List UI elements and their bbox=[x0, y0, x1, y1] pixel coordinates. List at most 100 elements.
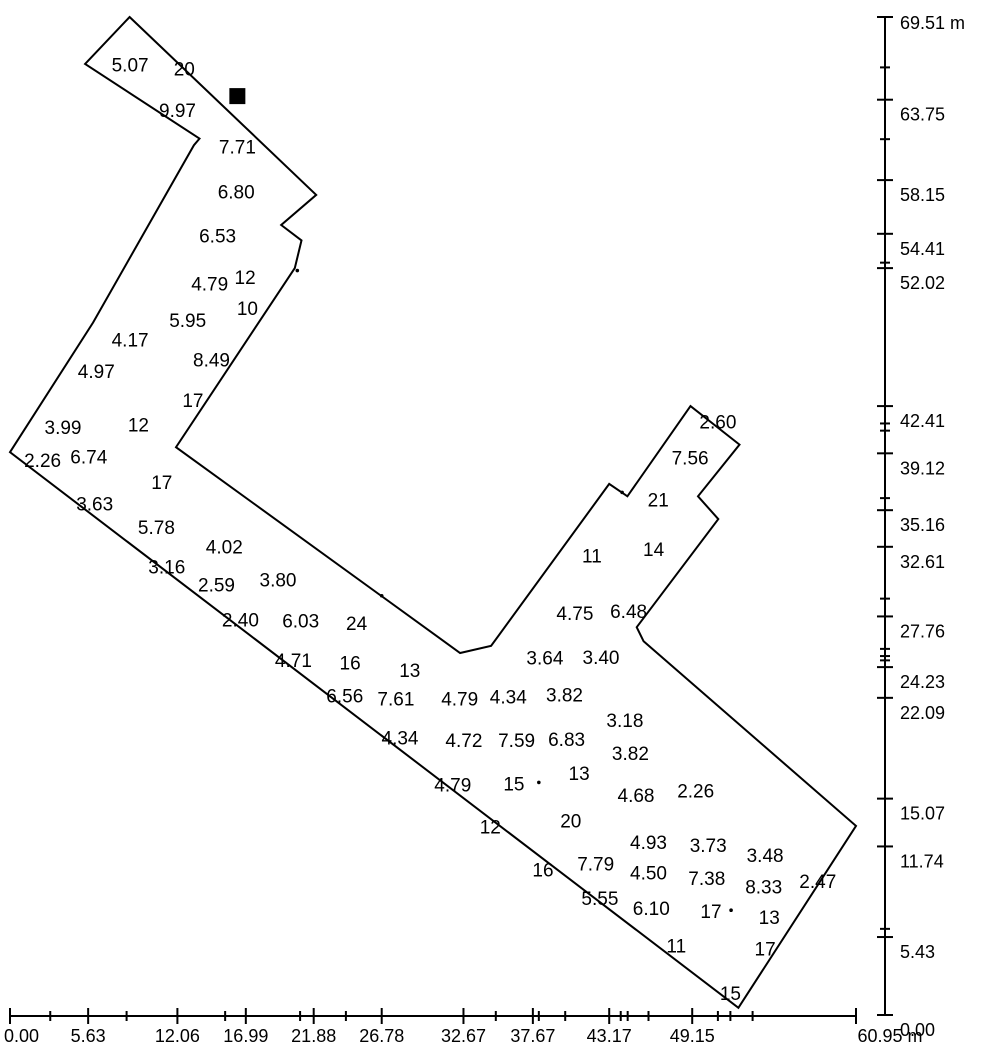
measurement-value: 12 bbox=[235, 268, 256, 289]
building-outline-layer bbox=[8, 15, 858, 1010]
measurement-value: 24 bbox=[346, 614, 368, 635]
measurement-value: 4.93 bbox=[630, 833, 667, 854]
measurement-value: 3.40 bbox=[583, 648, 620, 669]
measurement-value: 4.79 bbox=[191, 275, 228, 296]
measurement-value: 20 bbox=[560, 812, 581, 833]
measurement-value: 2.26 bbox=[24, 451, 61, 472]
measurement-value: 10 bbox=[237, 299, 258, 320]
survey-point-dot bbox=[620, 490, 624, 495]
measurement-value: 6.53 bbox=[199, 227, 236, 248]
measurement-value: 3.16 bbox=[148, 558, 185, 579]
x-axis-tick-label: 12.06 bbox=[155, 1026, 200, 1046]
y-axis-scale: 69.51 m 63.75 58.15 54.41 52.02 42.41 39.12 35.… bbox=[877, 13, 965, 1040]
x-axis-tick-label: 16.99 bbox=[223, 1026, 268, 1046]
y-axis-tick-label: 63.75 bbox=[900, 105, 945, 125]
x-axis-tick-label: 21.88 bbox=[291, 1026, 336, 1046]
measurement-value: 2.60 bbox=[699, 413, 736, 434]
x-axis-scale: 0.00 5.63 12.06 16.99 21.88 26.78 32.67 37.67 43… bbox=[4, 1008, 923, 1046]
measurement-value: 6.03 bbox=[282, 611, 319, 632]
measurement-value: 3.18 bbox=[606, 711, 643, 732]
measurement-value: 4.02 bbox=[206, 538, 243, 559]
measurement-value: 3.64 bbox=[526, 649, 563, 670]
x-axis-tick-label: 32.67 bbox=[441, 1026, 486, 1046]
y-axis-tick-label: 27.76 bbox=[900, 621, 945, 641]
measurement-value: 6.48 bbox=[610, 602, 647, 623]
measurement-value: 6.83 bbox=[548, 730, 585, 751]
measurement-value: 7.79 bbox=[577, 855, 614, 876]
measurement-value: 9.97 bbox=[159, 101, 196, 122]
measurement-value: 13 bbox=[399, 661, 420, 682]
measurement-value: 2.26 bbox=[677, 782, 714, 803]
measurement-value: 3.48 bbox=[747, 846, 784, 867]
measurement-value: 7.38 bbox=[688, 869, 725, 890]
y-axis-tick-label: 54.41 bbox=[900, 239, 945, 259]
measurement-value: 4.71 bbox=[275, 651, 312, 672]
measurement-value: 20 bbox=[174, 59, 195, 80]
measurement-value: 5.95 bbox=[169, 311, 206, 332]
measurement-value: 7.59 bbox=[498, 731, 535, 752]
measurement-value: 4.34 bbox=[490, 687, 527, 708]
y-axis-tick-label: 52.02 bbox=[900, 273, 945, 293]
measurement-value: 2.40 bbox=[222, 611, 259, 632]
measurement-value: 6.10 bbox=[633, 899, 670, 920]
measurement-value: 13 bbox=[569, 764, 590, 785]
measurement-value: 7.61 bbox=[377, 690, 414, 711]
measurement-value: 2.47 bbox=[799, 872, 836, 893]
measurement-value: 8.33 bbox=[745, 878, 782, 899]
x-axis-tick-label: 0.00 bbox=[4, 1026, 39, 1046]
measurement-value: 5.55 bbox=[581, 889, 618, 910]
y-axis-tick-label: 5.43 bbox=[900, 942, 935, 962]
x-axis-tick-label: 43.17 bbox=[587, 1026, 632, 1046]
measurement-value: 17 bbox=[182, 391, 203, 412]
measurement-value: 4.17 bbox=[112, 331, 149, 352]
survey-point-dot bbox=[379, 593, 384, 598]
measurement-value: 2.59 bbox=[198, 575, 235, 596]
measurement-value: 3.82 bbox=[612, 744, 649, 765]
y-axis-tick-label: 24.23 bbox=[900, 672, 945, 692]
measurement-value: 11 bbox=[666, 937, 686, 958]
measurement-value: 8.49 bbox=[193, 350, 230, 371]
measurement-value: 12 bbox=[480, 817, 501, 838]
measurement-value: 4.79 bbox=[441, 690, 478, 711]
measurement-value: 16 bbox=[532, 860, 553, 881]
building-outline bbox=[8, 15, 858, 1010]
measurement-value: 17 bbox=[151, 473, 172, 494]
y-axis-tick-label: 35.16 bbox=[900, 515, 945, 535]
y-axis-tick-label: 0.00 bbox=[900, 1020, 935, 1040]
measurement-value: 4.68 bbox=[618, 786, 655, 807]
x-axis-tick-label: 49.15 bbox=[670, 1026, 715, 1046]
measurement-value: 6.74 bbox=[70, 448, 107, 469]
measurement-value: 4.72 bbox=[445, 731, 482, 752]
measurement-value: 4.75 bbox=[556, 604, 593, 625]
survey-point-dot bbox=[729, 908, 733, 912]
x-axis-tick-label: 5.63 bbox=[71, 1026, 106, 1046]
measurement-values-layer: 5.07 20 9.97 7.71 6.80 6.53 4.79 12 5.95 10 4.17 8.… bbox=[24, 56, 836, 1005]
y-axis-tick-label: 11.74 bbox=[900, 851, 944, 871]
measurement-value: 16 bbox=[340, 654, 361, 675]
measurement-value: 4.79 bbox=[434, 776, 471, 797]
measurement-value: 5.78 bbox=[138, 518, 175, 539]
measurement-value: 11 bbox=[582, 547, 602, 568]
x-axis-tick-label: 60.95 m bbox=[857, 1026, 922, 1046]
survey-point-dot bbox=[295, 268, 300, 273]
measurement-value: 5.07 bbox=[112, 56, 149, 77]
measurement-value: 3.63 bbox=[76, 494, 113, 515]
measurement-value: 3.99 bbox=[45, 418, 82, 439]
y-axis-tick-label: 42.41 bbox=[900, 411, 945, 431]
measurement-value: 4.50 bbox=[630, 863, 667, 884]
y-axis-tick-label: 39.12 bbox=[900, 458, 945, 478]
measurement-value: 14 bbox=[643, 540, 665, 561]
measurement-value: 6.80 bbox=[218, 183, 255, 204]
measurement-value: 3.80 bbox=[260, 570, 297, 591]
measurement-value: 15 bbox=[503, 774, 524, 795]
measurement-value: 3.73 bbox=[690, 836, 727, 857]
x-axis-tick-label: 37.67 bbox=[510, 1026, 555, 1046]
survey-point-dot bbox=[537, 780, 541, 785]
measurement-value: 13 bbox=[759, 908, 780, 929]
y-axis-tick-label: 22.09 bbox=[900, 703, 945, 723]
y-axis-tick-label: 15.07 bbox=[900, 804, 945, 824]
measurement-value: 7.56 bbox=[672, 448, 709, 469]
station-marker bbox=[229, 88, 246, 105]
measurement-value: 7.71 bbox=[219, 138, 256, 159]
